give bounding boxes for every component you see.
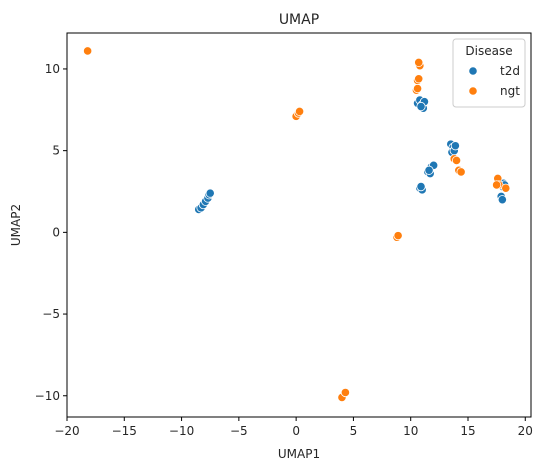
x-tick-label: −20: [54, 424, 79, 438]
x-tick-label: 10: [403, 424, 418, 438]
y-tick-label: 0: [52, 225, 60, 239]
point-t2d: [450, 141, 460, 151]
x-axis: −20 −15 −10 −5 0 5 10 15 20: [54, 417, 533, 438]
point-t2d: [497, 195, 507, 205]
point-ngt: [451, 155, 462, 166]
point-ngt: [414, 74, 424, 84]
x-axis-label: UMAP1: [278, 447, 320, 461]
legend: Disease t2d ngt: [452, 38, 526, 108]
legend-marker-t2d: [468, 66, 478, 76]
y-tick-label: 10: [45, 62, 60, 76]
x-tick-label: −5: [230, 424, 248, 438]
x-tick-label: −15: [112, 424, 137, 438]
points-layer: [83, 46, 511, 402]
legend-entries: t2d ngt: [468, 64, 520, 98]
x-tick-label: 5: [350, 424, 358, 438]
point-t2d: [424, 165, 434, 175]
x-tick-label: −10: [169, 424, 194, 438]
legend-label-t2d: t2d: [500, 64, 520, 78]
point-ngt: [456, 167, 466, 177]
point-ngt: [294, 106, 305, 117]
point-ngt: [412, 83, 423, 94]
point-ngt: [393, 231, 403, 241]
point-t2d: [416, 182, 426, 192]
y-axis-label: UMAP2: [9, 204, 23, 246]
point-t2d: [205, 188, 215, 198]
plot-frame: [66, 32, 532, 418]
legend-label-ngt: ngt: [500, 84, 520, 98]
point-ngt: [414, 57, 424, 68]
y-tick-label: −10: [35, 389, 60, 403]
chart-title: UMAP: [279, 12, 319, 28]
y-tick-label: 5: [52, 144, 60, 158]
x-tick-label: 20: [518, 424, 533, 438]
point-ngt: [340, 387, 350, 398]
point-ngt: [501, 183, 511, 193]
y-tick-label: −5: [42, 307, 60, 321]
point-t2d: [416, 101, 426, 112]
x-tick-label: 0: [292, 424, 300, 438]
x-tick-label: 15: [460, 424, 475, 438]
point-ngt: [492, 180, 502, 190]
point-ngt: [83, 46, 93, 56]
legend-marker-ngt: [468, 86, 478, 96]
legend-title: Disease: [465, 44, 512, 58]
y-axis: −10 −5 0 5 10: [35, 62, 67, 403]
